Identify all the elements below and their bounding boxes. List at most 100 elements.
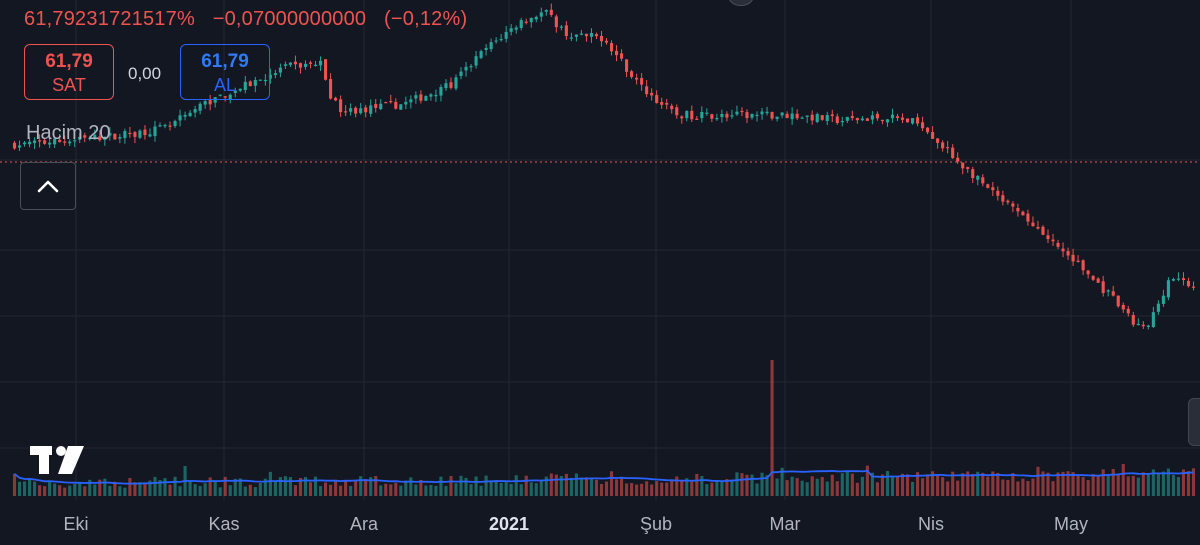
candle-body (1076, 260, 1080, 262)
buy-label: AL (213, 75, 237, 95)
candle-body (188, 112, 192, 117)
candle-body (514, 27, 518, 30)
candle-body (474, 56, 478, 66)
candle-body (53, 138, 57, 145)
volume-bar (58, 485, 62, 496)
volume-bar (539, 479, 543, 496)
volume-bar (1131, 475, 1135, 496)
candle-body (1191, 286, 1196, 288)
candle-body (1021, 211, 1025, 216)
volume-bar (43, 486, 47, 496)
volume-bar (855, 482, 859, 496)
volume-bar (258, 482, 262, 496)
candle-body (464, 66, 468, 71)
collapse-button[interactable] (20, 162, 76, 210)
volume-bar (283, 476, 287, 496)
candle-body (609, 43, 614, 52)
candle-body (253, 80, 257, 86)
sell-button[interactable]: 61,79 SAT (24, 44, 114, 100)
candle-body (1181, 278, 1186, 280)
candle-body (890, 114, 895, 119)
volume-bar (1001, 479, 1005, 496)
x-tick-label: 2021 (488, 514, 530, 534)
volume-bar (374, 476, 378, 496)
candle-body (339, 99, 343, 113)
volume-bar (474, 476, 478, 496)
volume-bar (489, 481, 493, 496)
volume-bar (916, 472, 920, 496)
buy-button[interactable]: 61,79 AL (180, 44, 270, 100)
candle-body (875, 113, 879, 119)
volume-bar (38, 485, 42, 496)
volume-bar (755, 483, 759, 496)
volume-bar (750, 474, 754, 496)
candle-body (1161, 295, 1165, 304)
volume-bar (1046, 472, 1050, 496)
volume-bar (499, 482, 503, 496)
volume-bar (991, 471, 995, 496)
candle-body (399, 104, 403, 110)
scroll-handle[interactable] (1188, 398, 1200, 446)
volume-bar (790, 476, 794, 496)
candle-body (710, 114, 714, 119)
candle-body (308, 62, 313, 64)
candle-body (429, 94, 433, 97)
candle-body (910, 118, 915, 124)
candle-body (880, 119, 884, 122)
volume-indicator-label[interactable]: Hacim 20 (26, 122, 111, 144)
volume-bar (579, 477, 583, 496)
candle-body (755, 114, 759, 117)
candle-body (1166, 280, 1170, 298)
volume-bar (359, 476, 363, 496)
volume-bar (98, 479, 102, 496)
chevron-up-icon (37, 180, 59, 193)
volume-bar (153, 476, 157, 496)
candle-body (675, 107, 679, 116)
volume-bar (73, 483, 77, 496)
candle-body (589, 33, 594, 37)
volume-bar (670, 479, 674, 496)
volume-bar (850, 473, 854, 496)
volume-bar (840, 473, 844, 496)
volume-bar (454, 483, 458, 496)
volume-bar (946, 481, 950, 496)
volume-bar (956, 480, 960, 496)
candle-body (635, 77, 639, 80)
candle-body (48, 142, 52, 145)
volume-bar (650, 484, 654, 496)
volume-bar (1041, 471, 1045, 496)
volume-bar (770, 360, 774, 496)
candle-body (554, 16, 558, 28)
volume-bar (1076, 474, 1080, 496)
candle-body (439, 87, 443, 96)
candle-body (168, 125, 172, 127)
candle-body (579, 33, 583, 35)
candle-body (900, 117, 905, 120)
volume-bar (1191, 468, 1196, 496)
candle-body (986, 184, 990, 188)
volume-bar (966, 471, 970, 496)
candle-body (625, 59, 629, 72)
candle-body (569, 37, 573, 39)
volume-bar (690, 481, 694, 496)
candle-body (484, 47, 488, 50)
candle-body (1141, 324, 1145, 327)
candle-body (113, 133, 117, 140)
candle-body (1041, 226, 1045, 235)
volume-bar (675, 476, 679, 496)
volume-bar (800, 480, 804, 496)
volume-bar (158, 480, 162, 496)
volume-bar (83, 486, 87, 496)
candle-body (93, 134, 97, 140)
volume-bar (604, 481, 609, 496)
candle-body (499, 39, 503, 41)
candle-body (318, 60, 323, 66)
candle-body (770, 112, 774, 119)
volume-bar (163, 478, 167, 496)
volume-bar (890, 475, 895, 496)
volume-bar (1096, 476, 1100, 496)
candle-body (1031, 222, 1035, 227)
volume-bar (700, 475, 704, 496)
